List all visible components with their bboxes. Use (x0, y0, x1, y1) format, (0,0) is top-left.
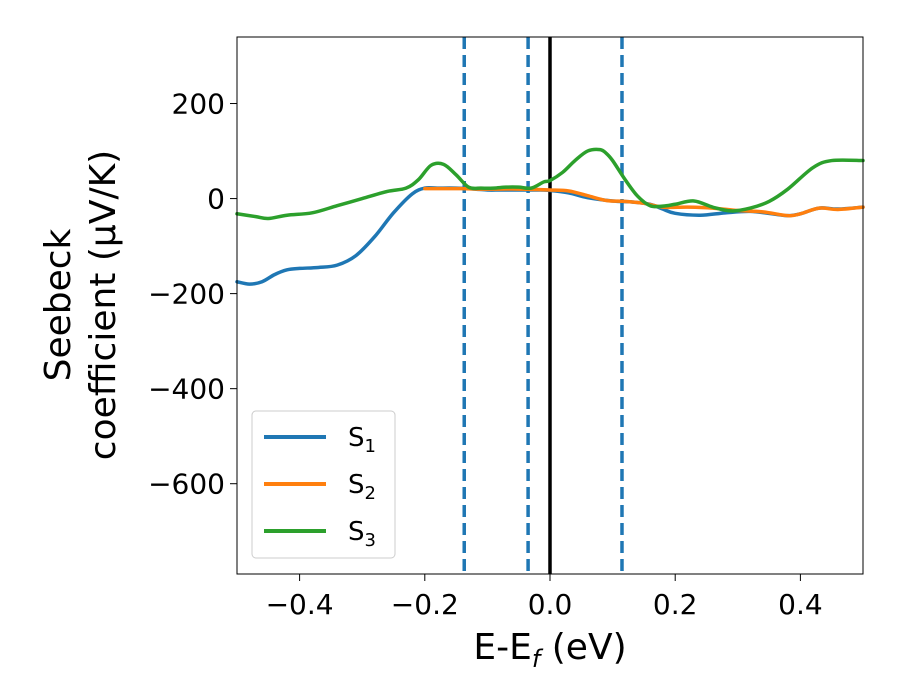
x-axis-label-unit: (eV) (540, 627, 626, 668)
reference-lines (462, 37, 624, 574)
legend-label-s1: S1 (348, 423, 376, 457)
legend-label-subscript: 2 (365, 483, 376, 504)
x-axis-label: E-Ef (eV) (473, 627, 626, 673)
x-tick-label: −0.4 (266, 588, 334, 621)
legend-label-s2: S2 (348, 470, 376, 504)
y-tick-label: 0 (207, 183, 225, 216)
legend-label-main: S (348, 470, 365, 500)
legend-label-s3: S3 (348, 517, 376, 551)
y-tick-label: −400 (148, 373, 225, 406)
y-tick-label: −200 (148, 278, 225, 311)
y-axis-label-line1: Seebeck (38, 228, 79, 381)
series-line-s3 (235, 147, 865, 221)
x-tick-label: −0.2 (391, 588, 459, 621)
x-tick-label: 0.4 (778, 588, 823, 621)
legend-label-main: S (348, 517, 365, 547)
series-lines (235, 147, 865, 286)
legend-label-subscript: 3 (365, 530, 376, 551)
x-axis-ticks: −0.4 −0.2 0.0 0.2 0.4 (266, 574, 823, 621)
y-axis-label: Seebeck coefficient (μV/K) (38, 150, 124, 460)
y-tick-label: 200 (172, 88, 225, 121)
x-axis-label-main: E-E (473, 627, 531, 668)
x-tick-label: 0.0 (528, 588, 573, 621)
x-tick-label: 0.2 (653, 588, 698, 621)
y-axis-ticks: 200 0 −200 −400 −600 (148, 88, 237, 501)
y-tick-label: −600 (148, 468, 225, 501)
legend-label-main: S (348, 423, 365, 453)
y-axis-label-line2: coefficient (μV/K) (83, 150, 124, 460)
legend-label-subscript: 1 (365, 436, 376, 457)
